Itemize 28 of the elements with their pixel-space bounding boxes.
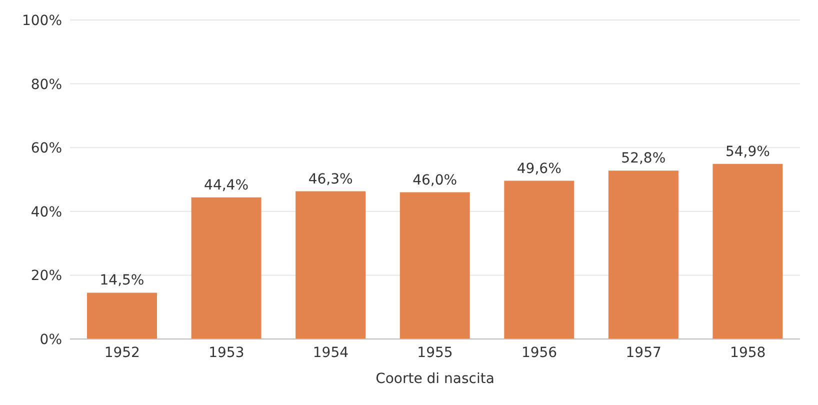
data-label: 46,0%: [412, 172, 458, 188]
y-tick-label: 100%: [22, 12, 62, 29]
x-tick-label: 1957: [626, 344, 662, 361]
y-tick-label: 20%: [30, 268, 62, 284]
x-tick-label: 1956: [521, 344, 558, 361]
x-axis-title: Coorte di nascita: [376, 371, 494, 387]
y-tick-label: 40%: [30, 204, 62, 220]
data-label: 54,9%: [725, 144, 770, 160]
bar: [191, 197, 262, 339]
bar: [87, 292, 157, 339]
bar: [296, 191, 366, 339]
y-tick-label: 80%: [30, 76, 62, 93]
bar: [712, 164, 783, 339]
x-tick-label: 1953: [208, 344, 244, 361]
y-tick-label: 0%: [40, 332, 62, 348]
bar: [608, 170, 678, 339]
x-tick-label: 1958: [730, 344, 766, 361]
x-tick-label: 1954: [312, 344, 349, 361]
bar: [504, 180, 574, 339]
bar: [400, 192, 470, 339]
y-tick-label: 60%: [30, 140, 62, 157]
data-label: 49,6%: [516, 160, 562, 177]
data-label: 44,4%: [204, 177, 249, 194]
data-label: 52,8%: [621, 150, 666, 167]
x-tick-label: 1952: [104, 344, 140, 361]
data-label: 46,3%: [308, 171, 353, 188]
data-label: 14,5%: [100, 272, 144, 289]
x-tick-label: 1955: [417, 344, 453, 361]
